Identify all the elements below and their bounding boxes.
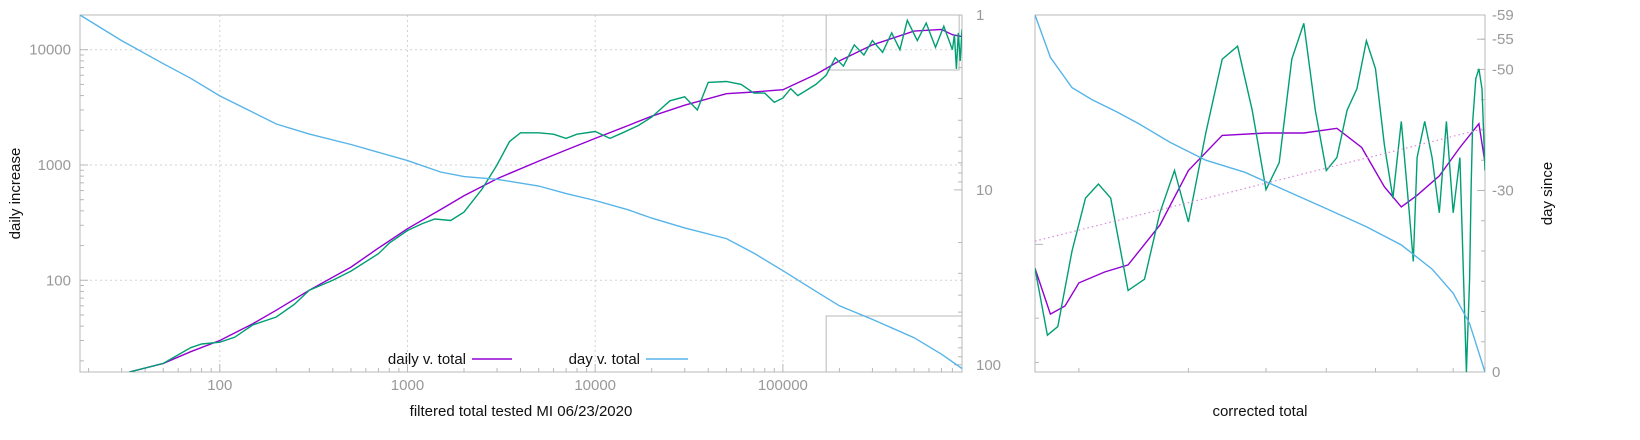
left-x-tick-label: 1000 bbox=[391, 377, 424, 394]
left-x-tick-label: 100 bbox=[207, 377, 232, 394]
right-y2-tick-label: -30 bbox=[1492, 182, 1514, 199]
right-series-line-3 bbox=[1035, 127, 1485, 242]
left-y2-tick-label: 10 bbox=[976, 182, 993, 199]
left-series-line-0 bbox=[129, 28, 962, 372]
right-y2-tick-label: -50 bbox=[1492, 61, 1514, 78]
left-y-tick-label: 100 bbox=[46, 272, 71, 289]
right-y-axis-title: day since bbox=[1539, 162, 1556, 225]
legend-label-day: day v. total bbox=[569, 351, 640, 368]
right-series-line-2 bbox=[1035, 15, 1485, 372]
left-series-line-1 bbox=[129, 18, 962, 372]
left-series-line-2 bbox=[80, 15, 962, 370]
left-x-tick-label: 10000 bbox=[574, 377, 616, 394]
left-y-tick-label: 10000 bbox=[29, 42, 71, 59]
left-y2-tick-label: 1 bbox=[976, 7, 984, 24]
zoom-region-bottom bbox=[825, 315, 963, 373]
left-x-axis-title: filtered total tested MI 06/23/2020 bbox=[410, 403, 633, 420]
right-series-group bbox=[1035, 15, 1485, 372]
left-series-group bbox=[80, 15, 962, 372]
right-series-line-1 bbox=[1035, 23, 1485, 372]
right-plot-frame bbox=[1034, 14, 1486, 373]
left-y2-tick-label: 100 bbox=[976, 357, 1001, 374]
right-y2-tick-label: -59 bbox=[1492, 7, 1514, 24]
right-y2-tick-label: 0 bbox=[1492, 364, 1500, 381]
left-plot-frame bbox=[79, 14, 963, 373]
right-y2-tick-label: -55 bbox=[1492, 31, 1514, 48]
right-x-axis-title: corrected total bbox=[1212, 403, 1307, 420]
left-y-axis-title: daily increase bbox=[7, 148, 24, 240]
left-y-tick-label: 1000 bbox=[38, 157, 71, 174]
legend-label-daily: daily v. total bbox=[388, 351, 466, 368]
left-x-tick-label: 100000 bbox=[758, 377, 808, 394]
